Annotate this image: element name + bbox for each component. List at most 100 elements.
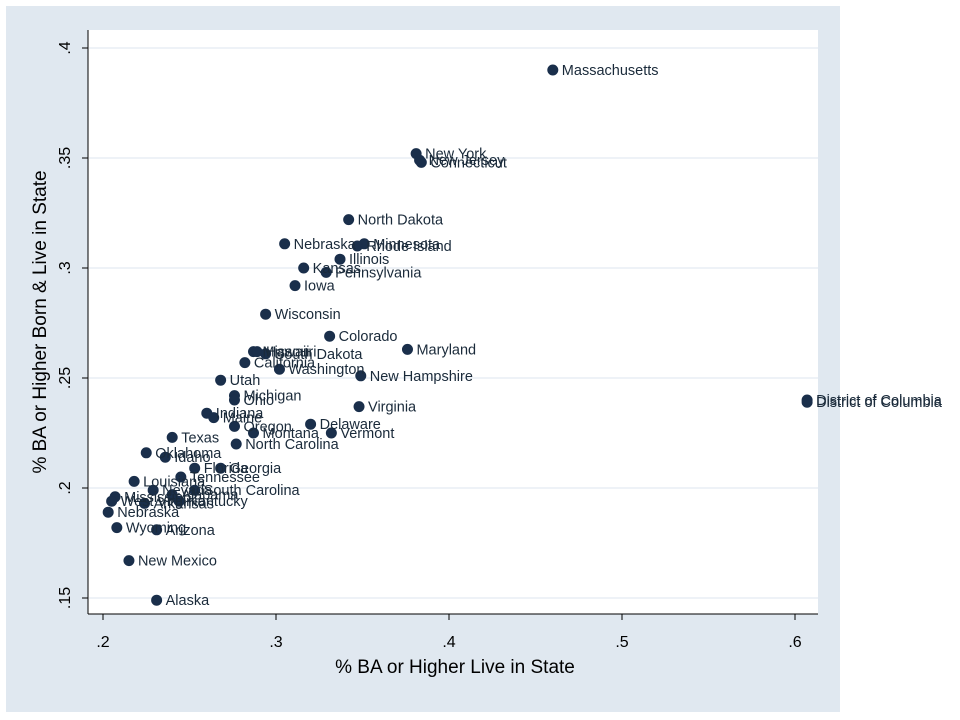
data-point-label: Indiana <box>216 406 265 422</box>
data-point <box>189 484 201 496</box>
data-point-label: Virginia <box>368 400 417 416</box>
data-point-label: South Dakota <box>275 347 364 363</box>
data-point-label: Maine <box>223 411 263 427</box>
data-point-label: Montana <box>263 426 320 442</box>
data-point <box>230 438 242 450</box>
data-point-label: Iowa <box>304 279 336 295</box>
data-point-label: New York <box>425 147 487 163</box>
x-tick-label: .6 <box>788 634 801 651</box>
data-point-label: Colorado <box>339 329 398 345</box>
data-point-label: New Hampshire <box>370 369 473 385</box>
data-point <box>123 555 135 567</box>
data-point <box>801 396 813 408</box>
data-point <box>260 308 272 320</box>
data-point <box>324 330 336 342</box>
data-point <box>173 495 185 507</box>
data-point <box>289 280 301 292</box>
data-point-label: South Carolina <box>204 483 301 499</box>
data-point-label: New Jersey <box>429 153 505 169</box>
data-point <box>166 489 178 501</box>
data-point-label: North Dakota <box>358 213 444 229</box>
x-tick-label: .4 <box>442 634 455 651</box>
data-point-label: Arkansas <box>154 496 214 512</box>
y-tick-label: .4 <box>57 41 74 54</box>
data-point-label: Connecticut <box>430 155 507 171</box>
data-point <box>166 431 178 443</box>
data-point-label: Vermont <box>340 426 394 442</box>
data-point-label: California <box>254 356 316 372</box>
data-point-label: Illinois <box>349 252 389 268</box>
data-point-label: Florida <box>204 461 249 477</box>
data-point-label: Massachusetts <box>562 63 659 79</box>
data-point <box>351 240 363 252</box>
data-point-label: Pennsylvania <box>335 265 422 281</box>
data-point-label: Oregon <box>243 419 291 435</box>
x-tick-label: .3 <box>269 634 282 651</box>
y-tick-label: .15 <box>57 587 74 609</box>
data-point-label: Alabama <box>181 488 239 504</box>
axis-ticks: .15 .2 .25 .3 .35 .4 .2 .3 .4 .5 .6 <box>57 41 802 651</box>
data-point-label: Alaska <box>166 593 210 609</box>
data-point-label: Louisiana <box>143 474 206 490</box>
data-point <box>305 418 317 430</box>
data-point-label: Delaware <box>320 417 381 433</box>
data-point <box>140 447 152 459</box>
x-tick-label: .5 <box>615 634 628 651</box>
data-point <box>273 363 285 375</box>
data-point <box>151 594 163 606</box>
data-point <box>547 64 559 76</box>
data-point-label: District of Columbia <box>816 395 943 411</box>
data-point-label: Kentucky <box>188 494 248 510</box>
data-point <box>147 484 159 496</box>
data-point <box>228 394 240 406</box>
data-point-label: Minnesota <box>373 237 441 253</box>
data-point <box>208 412 220 424</box>
data-point <box>175 471 187 483</box>
data-point-label: Missouri <box>263 345 317 361</box>
data-point-label: Texas <box>181 430 219 446</box>
grid-lines <box>89 47 818 599</box>
data-point-label: Georgia <box>230 461 283 477</box>
data-point <box>215 374 227 386</box>
data-point <box>355 370 367 382</box>
data-point-label: Wisconsin <box>275 307 341 323</box>
data-point <box>353 401 365 413</box>
y-tick-label: .35 <box>57 147 74 169</box>
data-point-label: Tennessee <box>190 470 260 486</box>
data-point-label: Rhode Island <box>366 239 451 255</box>
data-point <box>279 238 291 250</box>
data-point <box>343 214 355 226</box>
data-point-label: North Carolina <box>245 437 339 453</box>
data-point <box>128 475 140 487</box>
data-point <box>159 451 171 463</box>
data-point-label: Nebraska <box>294 237 357 253</box>
data-point-label: Hawaii <box>266 345 310 361</box>
data-point <box>111 522 123 534</box>
y-axis-title: % BA or Higher Born & Live in State <box>30 170 51 473</box>
data-point-label: Utah <box>230 373 261 389</box>
data-point <box>320 266 332 278</box>
data-point <box>228 420 240 432</box>
data-point-label: Oklahoma <box>155 446 222 462</box>
data-point <box>401 343 413 355</box>
data-point-label: Mississippi <box>124 490 194 506</box>
y-tick-label: .3 <box>57 261 74 274</box>
x-axis-title: % BA or Higher Live in State <box>335 657 575 678</box>
data-point <box>260 348 272 360</box>
data-point <box>189 462 201 474</box>
data-point-label: Arizona <box>166 523 216 539</box>
x-tick-label: .2 <box>96 634 109 651</box>
data-point <box>334 253 346 265</box>
data-point <box>325 427 337 439</box>
data-point-label: Wyoming <box>126 521 186 537</box>
data-point-label: Maryland <box>416 342 476 358</box>
data-point <box>239 357 251 369</box>
data-point <box>298 262 310 274</box>
data-points <box>102 64 813 606</box>
data-point-label: Nevada <box>162 483 213 499</box>
data-point-label: New Mexico <box>138 554 217 570</box>
data-point-label: Kansas <box>313 261 361 277</box>
y-tick-label: .2 <box>57 481 74 494</box>
